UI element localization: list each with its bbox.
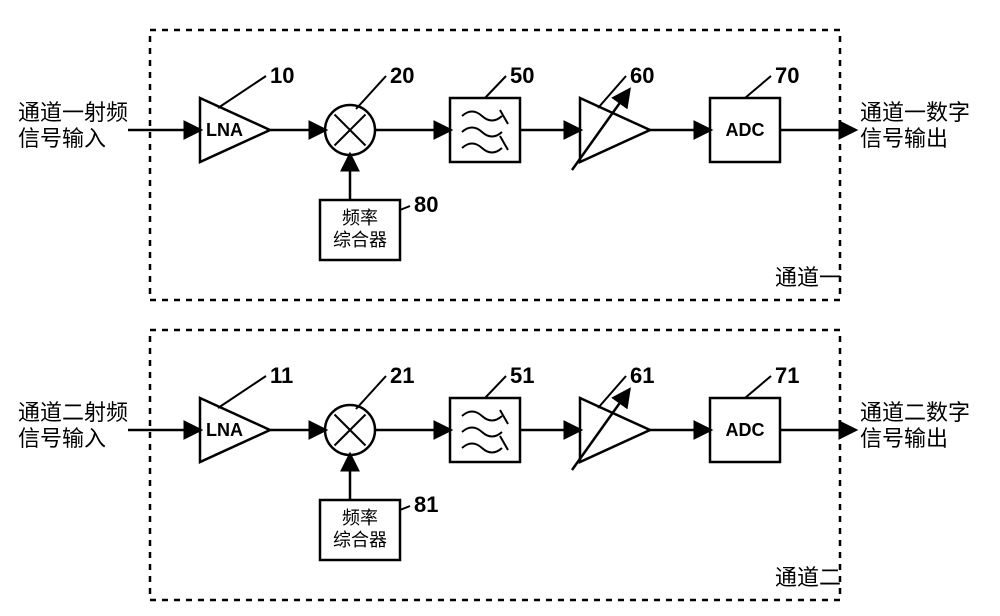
lna-2-label: LNA xyxy=(206,420,243,440)
filter-2-id: 51 xyxy=(510,363,534,388)
filter-1 xyxy=(450,98,520,162)
synth-2-id: 81 xyxy=(414,492,438,517)
synth-1-text-1: 频率 xyxy=(342,208,378,228)
synth-1-id: 80 xyxy=(414,192,438,217)
mixer-1-id: 20 xyxy=(390,63,414,88)
channel-1-box xyxy=(150,30,840,300)
filter-2 xyxy=(450,398,520,462)
lna-2-id: 11 xyxy=(270,363,293,388)
input-label-1-line-1: 通道一射频 xyxy=(18,100,128,125)
lna-1-label: LNA xyxy=(206,120,243,140)
adc-1-label: ADC xyxy=(726,120,765,140)
output-label-2-line-1: 通道二数字 xyxy=(860,400,970,425)
adc-2-label: ADC xyxy=(726,420,765,440)
synth-2-text-1: 频率 xyxy=(342,508,378,528)
input-label-2-line-2: 信号输入 xyxy=(18,426,106,451)
synth-2-text-2: 综合器 xyxy=(333,530,387,550)
output-label-2-line-2: 信号输出 xyxy=(860,426,948,451)
adc-2-id: 71 xyxy=(775,363,799,388)
input-label-1-line-2: 信号输入 xyxy=(18,126,106,151)
output-label-1-line-1: 通道一数字 xyxy=(860,100,970,125)
mixer-2-id: 21 xyxy=(390,363,414,388)
input-label-2-line-1: 通道二射频 xyxy=(18,400,128,425)
output-label-1-line-2: 信号输出 xyxy=(860,126,948,151)
filter-1-id: 50 xyxy=(510,63,534,88)
lna-1-id: 10 xyxy=(270,63,294,88)
vga-2-id: 61 xyxy=(630,363,654,388)
vga-1-id: 60 xyxy=(630,63,654,88)
channel-2-name: 通道二 xyxy=(775,565,841,590)
channel-1-name: 通道一 xyxy=(775,265,841,290)
channel-2-box xyxy=(150,330,840,600)
adc-1-id: 70 xyxy=(775,63,799,88)
synth-1-text-2: 综合器 xyxy=(333,230,387,250)
